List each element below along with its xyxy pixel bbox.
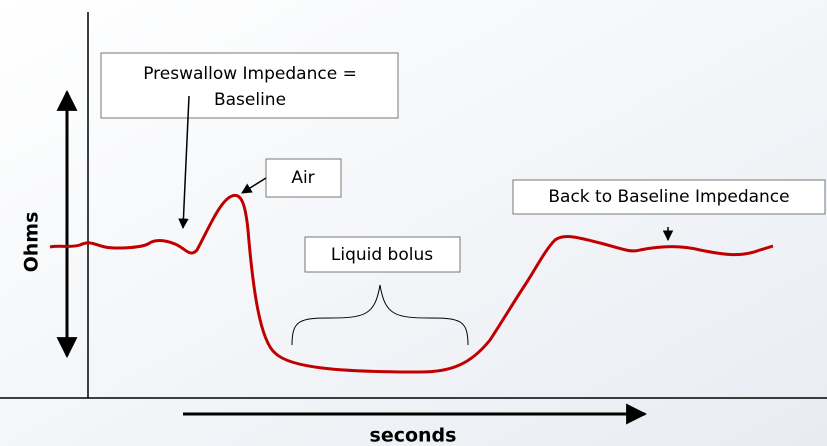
y-axis-label: Ohms — [21, 212, 43, 273]
bolus-brace — [291, 284, 469, 346]
impedance-curve — [49, 193, 774, 374]
baseline-box — [100, 52, 399, 119]
back-label: Back to Baseline Impedance — [548, 187, 789, 207]
x-axis-label: seconds — [370, 425, 457, 446]
air-arrow — [241, 177, 267, 194]
air-label: Air — [291, 168, 314, 188]
liquid-box — [304, 236, 461, 273]
back-box — [512, 179, 826, 215]
liquid-label: Liquid bolus — [331, 245, 433, 265]
baseline-label: Preswallow Impedance = — [143, 64, 357, 84]
baseline-label: Baseline — [214, 90, 286, 110]
baseline-arrow — [178, 95, 190, 230]
